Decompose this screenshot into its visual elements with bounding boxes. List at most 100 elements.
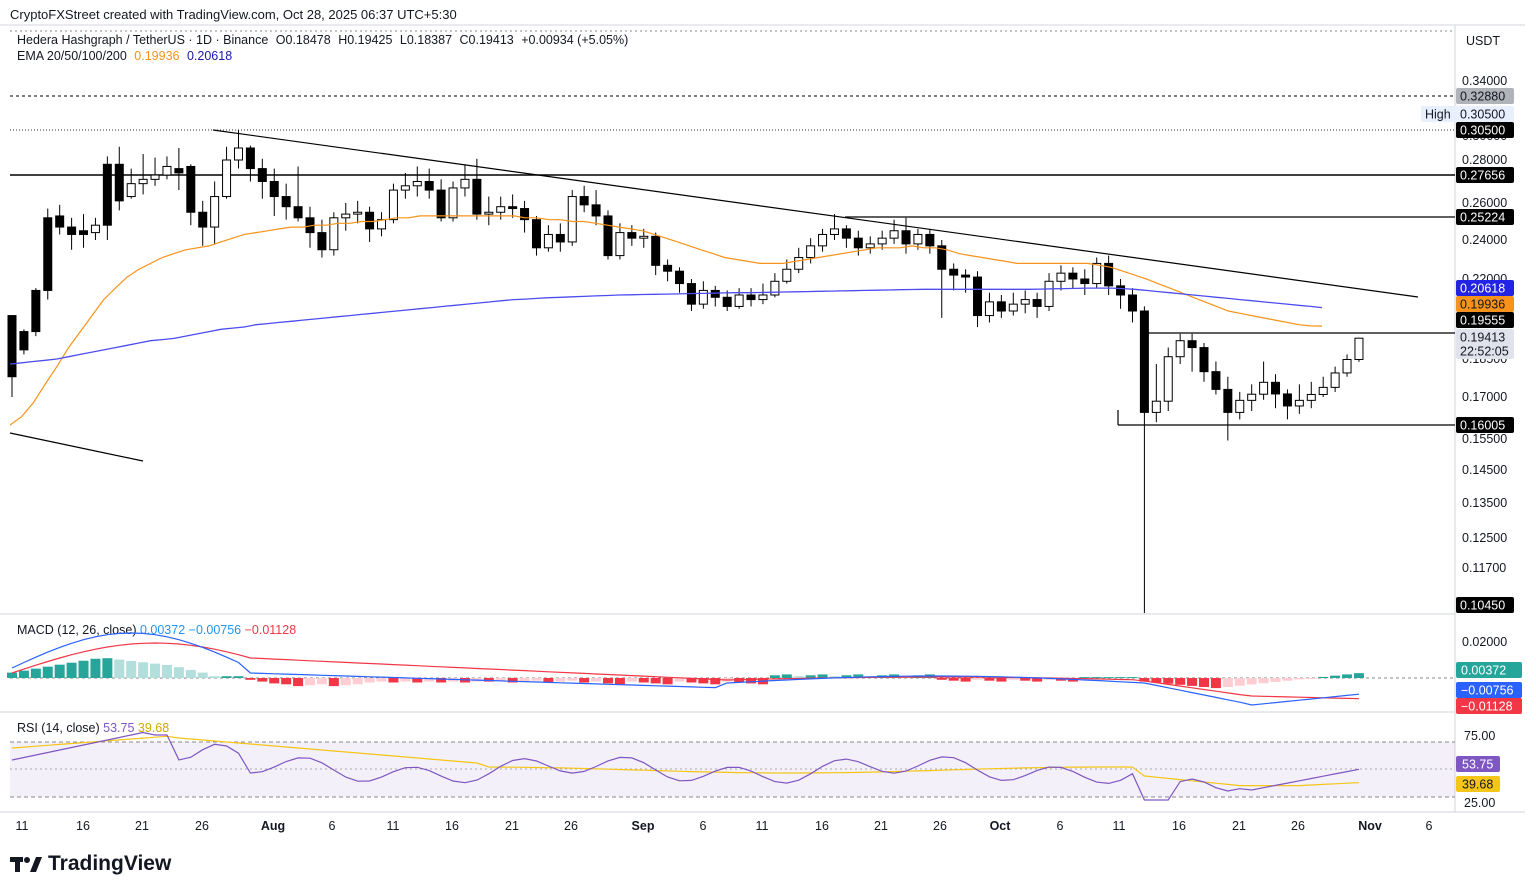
time-axis-tick: Sep (632, 819, 655, 833)
ohlc-close: C0.19413 (459, 33, 514, 47)
candle-body (174, 168, 184, 174)
macd-histogram-bar (591, 678, 602, 682)
time-axis-tick: 11 (1113, 819, 1126, 833)
macd-histogram-bar (376, 678, 387, 682)
macd-hist-value: −0.01128 (244, 623, 297, 637)
time-axis-tick: 26 (1291, 819, 1305, 833)
candle-body (317, 232, 327, 251)
price-label-box (1421, 106, 1456, 122)
price-label: High (1425, 108, 1451, 122)
candle-body (1259, 381, 1269, 395)
candle-body (1008, 303, 1018, 312)
tradingview-logo-text: TradingView (48, 852, 172, 875)
macd-histogram-bar (746, 678, 757, 684)
macd-signal-line (11, 642, 1360, 700)
price-axis-tick: 0.12500 (1462, 531, 1507, 545)
candle-body (794, 257, 804, 270)
time-axis-tick: 21 (505, 819, 519, 833)
candle-body (1056, 272, 1066, 282)
price-label: 0.30500 (1460, 124, 1505, 138)
price-axis-tick: 0.15500 (1462, 432, 1507, 446)
macd-histogram-bar (150, 663, 161, 678)
price-label-box (1456, 106, 1514, 122)
ohlc-open: O0.18478 (275, 33, 331, 47)
price-label: 0.32880 (1460, 90, 1505, 104)
macd-value-label: 0.00372 (1461, 664, 1506, 678)
time-axis-tick: 26 (195, 819, 209, 833)
candle-body (1354, 337, 1364, 361)
ema-legend[interactable]: EMA 20/50/100/200 0.19936 0.20618 (17, 49, 236, 63)
candle-body (436, 189, 446, 219)
tradingview-logo[interactable]: TradingView (10, 852, 171, 876)
macd-histogram-bar (662, 678, 673, 685)
macd-histogram-bar (1187, 678, 1198, 686)
rsi-value-label: 53.75 (1462, 758, 1493, 772)
rsi-value-label-box (1456, 776, 1500, 792)
macd-histogram-bar (543, 678, 554, 683)
currency-label[interactable]: USDT (1466, 34, 1501, 48)
macd-histogram-bar (185, 669, 196, 678)
price-label-box (1456, 312, 1514, 328)
macd-histogram-bar (78, 660, 89, 678)
candle-body (520, 208, 530, 221)
macd-histogram-bar (1199, 678, 1209, 687)
price-label-box (1456, 343, 1514, 359)
candle-body (865, 243, 875, 249)
candle-body (460, 178, 470, 189)
macd-histogram-bar (853, 674, 864, 678)
candle-body (102, 163, 112, 226)
candle-body (233, 147, 243, 161)
candle-body (1020, 299, 1030, 305)
ema-label: EMA 20/50/100/200 (17, 49, 127, 63)
time-axis-tick: 11 (387, 819, 400, 833)
candle-body (782, 268, 792, 282)
time-axis-tick: 6 (1426, 819, 1433, 833)
candle-body (1211, 371, 1221, 390)
price-label-box (1456, 597, 1514, 613)
macd-histogram-bar (102, 658, 113, 678)
time-axis-tick: 6 (1057, 819, 1064, 833)
candle-body (1330, 372, 1340, 388)
macd-histogram-bar (424, 678, 435, 682)
candle-body (758, 294, 768, 301)
symbol-title[interactable]: Hedera Hashgraph / TetherUS · 1D · Binan… (17, 33, 269, 47)
time-axis-tick: 21 (1232, 819, 1246, 833)
descending-trendline (212, 129, 1419, 298)
tradingview-logo-icon (10, 857, 42, 872)
watermark-created-by: CryptoFXStreet created with TradingView.… (10, 7, 457, 22)
candle-body (1294, 399, 1304, 407)
candle-body (138, 178, 148, 185)
macd-histogram-bar (1246, 678, 1257, 685)
macd-histogram-bar (972, 678, 983, 680)
macd-histogram-bar (936, 678, 947, 680)
candle-body (79, 230, 89, 235)
price-label: 0.10450 (1460, 599, 1505, 613)
candle-body (996, 301, 1006, 312)
macd-histogram-bar (209, 676, 220, 678)
macd-histogram-bar (126, 660, 137, 678)
macd-legend[interactable]: MACD (12, 26, close) 0.00372 −0.00756 −0… (17, 623, 296, 637)
price-label-box (1456, 329, 1514, 345)
macd-histogram-bar (1020, 678, 1031, 681)
candle-body (651, 235, 661, 266)
candle-body (43, 217, 53, 291)
time-axis-tick: 21 (874, 819, 888, 833)
price-label-box (1456, 122, 1514, 138)
macd-histogram-bar (340, 678, 351, 686)
price-axis-tick: 0.17000 (1462, 390, 1507, 404)
candle-body (186, 165, 196, 213)
candle-body (1271, 381, 1281, 395)
ema-value-50: 0.19936 (134, 49, 180, 63)
macd-value: 0.00372 (139, 623, 186, 637)
candle-body (925, 233, 935, 247)
macd-histogram-bar (960, 678, 971, 682)
candle-body (508, 206, 518, 210)
macd-histogram-bar (948, 678, 959, 681)
rsi-legend[interactable]: RSI (14, close) 53.75 39.68 (17, 721, 169, 735)
candle-body (257, 168, 267, 183)
macd-histogram-bar (1282, 678, 1293, 681)
candle-body (126, 183, 136, 198)
candle-body (1187, 340, 1197, 349)
candle-body (365, 211, 375, 230)
